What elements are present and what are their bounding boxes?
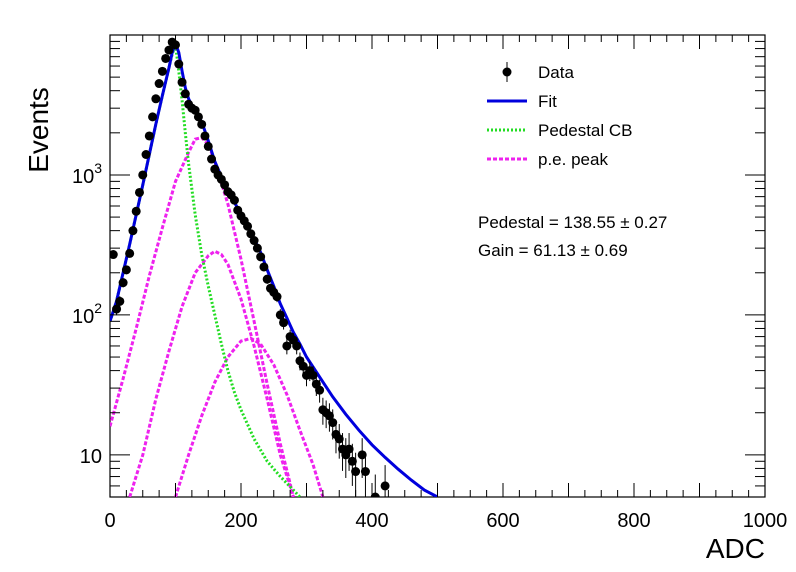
- data-point: [279, 318, 289, 328]
- data-point: [161, 53, 171, 63]
- y-tick-base: 10: [72, 306, 94, 328]
- data-point: [121, 265, 131, 275]
- data-point: [154, 79, 164, 89]
- data-point: [164, 45, 174, 55]
- x-tick-label: 1000: [743, 510, 788, 532]
- data-point: [262, 274, 272, 284]
- data-point: [360, 467, 370, 477]
- data-point: [220, 180, 230, 190]
- data-point: [357, 450, 367, 460]
- data-point: [148, 112, 158, 122]
- data-point: [197, 119, 207, 129]
- data-point: [370, 492, 380, 497]
- x-tick-label: 0: [104, 510, 115, 532]
- data-point: [203, 141, 213, 151]
- data-point: [174, 59, 184, 69]
- data-point: [275, 310, 285, 320]
- data-point: [344, 444, 354, 454]
- legend-label: p.e. peak: [538, 150, 608, 169]
- data-point: [298, 361, 308, 371]
- data-point: [256, 252, 266, 262]
- pedestal-cb-curve: [110, 44, 301, 497]
- legend-label: Pedestal CB: [538, 121, 633, 140]
- data-point: [110, 250, 118, 260]
- y-axis-title: Events: [23, 87, 54, 173]
- x-tick-label: 800: [617, 510, 650, 532]
- data-point: [282, 341, 292, 351]
- y-tick-base: 10: [72, 166, 94, 188]
- legend-data-marker: [502, 67, 512, 77]
- plot-area-border: [109, 34, 766, 498]
- data-point: [243, 221, 253, 231]
- y-tick-label: 10: [80, 446, 102, 468]
- data-point: [138, 170, 148, 180]
- y-tick-label: 103: [72, 160, 102, 188]
- data-point: [229, 195, 239, 205]
- legend: Data Fit Pedestal CB p.e. peak: [487, 62, 633, 169]
- x-tick-label: 600: [486, 510, 519, 532]
- x-tick-label: 400: [355, 510, 388, 532]
- y-tick-base: 10: [80, 446, 102, 468]
- data-point: [308, 370, 318, 380]
- y-tick-exponent: 2: [94, 300, 102, 316]
- data-point: [207, 154, 217, 164]
- data-point: [151, 94, 161, 104]
- data-point: [249, 236, 259, 246]
- data-point: [128, 226, 138, 236]
- data-point: [246, 229, 256, 239]
- data-point: [252, 243, 262, 253]
- data-point: [351, 467, 361, 477]
- data-point: [112, 304, 122, 314]
- x-axis-title: ADC: [706, 533, 765, 564]
- pe-peak-curve: [174, 336, 325, 497]
- data-point: [177, 77, 187, 87]
- data-point: [328, 418, 338, 428]
- pe-peak-curve: [128, 249, 295, 497]
- data-point: [115, 296, 125, 306]
- y-tick-exponent: 3: [94, 160, 102, 176]
- data-point: [125, 248, 135, 258]
- data-point: [347, 456, 357, 466]
- data-point: [292, 341, 302, 351]
- data-point: [118, 278, 128, 288]
- data-point: [272, 292, 282, 302]
- data-points: [110, 37, 390, 497]
- y-tick-label: 102: [72, 300, 102, 328]
- data-point: [190, 105, 200, 115]
- legend-label: Data: [538, 63, 574, 82]
- plot-frame: [109, 34, 766, 498]
- data-point: [324, 411, 334, 421]
- data-point: [144, 131, 154, 141]
- data-point: [131, 206, 141, 216]
- curves: [110, 39, 439, 497]
- data-point: [134, 187, 144, 197]
- data-point: [200, 131, 210, 141]
- data-point: [259, 262, 269, 272]
- data-point: [180, 89, 190, 99]
- data-point: [380, 481, 390, 491]
- data-point: [193, 112, 203, 122]
- data-point: [334, 434, 344, 444]
- data-point: [157, 66, 167, 76]
- data-point: [141, 150, 151, 160]
- legend-label: Fit: [538, 92, 557, 111]
- gain-annotation: Gain = 61.13 ± 0.69: [478, 241, 628, 260]
- x-tick-label: 200: [224, 510, 257, 532]
- data-point: [315, 385, 325, 395]
- pedestal-annotation: Pedestal = 138.55 ± 0.27: [478, 213, 667, 232]
